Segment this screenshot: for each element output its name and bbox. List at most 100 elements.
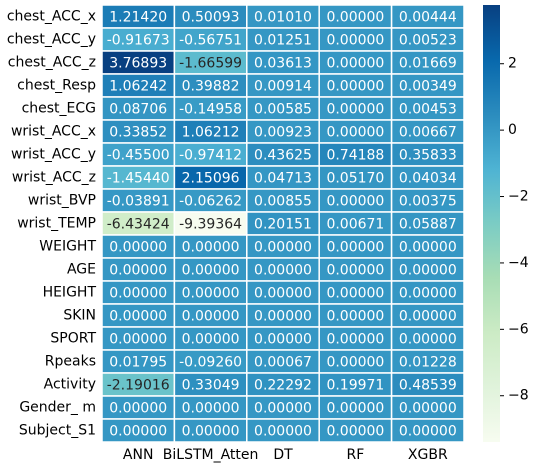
cell-label: 0.33852: [109, 125, 167, 141]
row-label: wrist_TEMP: [17, 216, 96, 232]
cell-label: -0.56751: [179, 33, 242, 49]
cell-label: -1.45440: [107, 171, 170, 187]
cell-label: -0.91673: [107, 33, 170, 49]
cell-label: 0.05887: [399, 217, 457, 233]
cell-label: 0.00349: [399, 79, 457, 95]
cell-label: 0.00444: [399, 10, 457, 26]
cell-label: -0.06262: [179, 194, 242, 210]
cell-label: 0.00000: [399, 332, 457, 348]
cell-label: 0.00000: [399, 240, 457, 256]
cell-label: 0.00000: [254, 424, 312, 440]
cell-label: 0.00000: [326, 33, 384, 49]
cell-label: 0.00000: [182, 263, 240, 279]
cell-label: 0.00671: [326, 217, 384, 233]
heat-cell: [390, 418, 465, 443]
cell-label: 0.00000: [254, 309, 312, 325]
cell-label: 0.00923: [254, 125, 312, 141]
cell-label: 0.19971: [326, 378, 384, 394]
cell-label: 0.35833: [399, 148, 457, 164]
row-label: Activity: [44, 377, 96, 393]
row-label: wrist_ACC_y: [11, 147, 96, 163]
cell-label: 0.00000: [326, 194, 384, 210]
cell-label: 0.00000: [326, 286, 384, 302]
cell-label: 0.03613: [254, 56, 312, 72]
column-label: XGBR: [408, 447, 448, 463]
cell-label: 0.01251: [254, 33, 312, 49]
cell-label: 0.00000: [399, 401, 457, 417]
cell-label: 0.00667: [399, 125, 457, 141]
cell-label: -1.66599: [179, 56, 242, 72]
cell-label: 0.00000: [182, 309, 240, 325]
cell-label: 1.06212: [182, 125, 240, 141]
row-label: AGE: [67, 262, 96, 278]
cell-label: 0.00000: [326, 263, 384, 279]
row-label: chest_ACC_z: [8, 55, 96, 71]
cell-label: -0.45500: [107, 148, 170, 164]
cell-label: 0.00855: [254, 194, 312, 210]
cell-label: 0.00000: [182, 401, 240, 417]
cell-label: 0.00000: [399, 286, 457, 302]
cell-label: -0.09260: [179, 355, 242, 371]
colorbar-tick-label: 2: [508, 56, 517, 72]
colorbar-tick-label: −8: [508, 388, 529, 404]
cell-label: 0.00000: [182, 332, 240, 348]
cell-label: 0.00000: [399, 424, 457, 440]
cell-label: -6.43424: [107, 217, 170, 233]
colorbar-tick-label: 0: [508, 122, 517, 138]
cell-label: 0.05170: [326, 171, 384, 187]
row-label: chest_ACC_y: [7, 32, 96, 48]
row-label: Rpeaks: [45, 354, 96, 370]
cell-label: 0.00000: [254, 332, 312, 348]
cell-label: 0.00000: [254, 263, 312, 279]
cell-label: -0.03891: [107, 194, 170, 210]
colorbar-tick-label: −4: [508, 255, 529, 271]
cell-label: 0.04713: [254, 171, 312, 187]
cell-label: 0.33049: [182, 378, 240, 394]
cell-label: 0.01795: [109, 355, 167, 371]
row-label: WEIGHT: [39, 239, 96, 255]
cell-label: 0.00000: [326, 332, 384, 348]
cell-label: 0.00000: [109, 286, 167, 302]
row-label: chest_Resp: [17, 78, 96, 94]
row-label: chest_ECG: [22, 101, 96, 117]
cell-label: 0.04034: [399, 171, 457, 187]
cell-label: 0.20151: [254, 217, 312, 233]
cell-label: 0.00000: [182, 240, 240, 256]
row-label: HEIGHT: [43, 285, 97, 301]
column-label: RF: [347, 447, 365, 463]
cell-label: 0.00585: [254, 102, 312, 118]
column-label: BiLSTM_Atten: [163, 447, 259, 463]
colorbar: [483, 5, 500, 442]
column-label: ANN: [123, 447, 154, 463]
cell-label: 0.00000: [109, 332, 167, 348]
cell-label: 0.48539: [399, 378, 457, 394]
cell-label: 0.00375: [399, 194, 457, 210]
cell-label: 0.08706: [109, 102, 167, 118]
cell-label: 0.00000: [326, 102, 384, 118]
cell-label: 0.00523: [399, 33, 457, 49]
cell-label: 0.43625: [254, 148, 312, 164]
cell-label: 0.00000: [326, 56, 384, 72]
cell-label: 3.76893: [109, 56, 167, 72]
cell-label: 1.06242: [109, 79, 167, 95]
cell-label: -0.14958: [179, 102, 242, 118]
cell-label: -0.97412: [179, 148, 242, 164]
cell-label: 0.00914: [254, 79, 312, 95]
cell-label: -2.19016: [107, 378, 170, 394]
cell-label: 0.74188: [326, 148, 384, 164]
cell-label: 0.01669: [399, 56, 457, 72]
cell-label: 0.22292: [254, 378, 312, 394]
column-label: DT: [273, 447, 293, 463]
cell-label: 0.00000: [326, 424, 384, 440]
cell-label: 0.50093: [182, 10, 240, 26]
colorbar-tick-label: −6: [508, 321, 529, 337]
colorbar-tick-label: −2: [508, 189, 529, 205]
cell-label: 0.00000: [109, 401, 167, 417]
cell-label: 0.00000: [109, 309, 167, 325]
cell-label: 2.15096: [182, 171, 240, 187]
cell-label: 0.00000: [182, 286, 240, 302]
cell-label: 1.21420: [109, 10, 167, 26]
cell-label: 0.00000: [182, 424, 240, 440]
cell-label: 0.00000: [399, 309, 457, 325]
